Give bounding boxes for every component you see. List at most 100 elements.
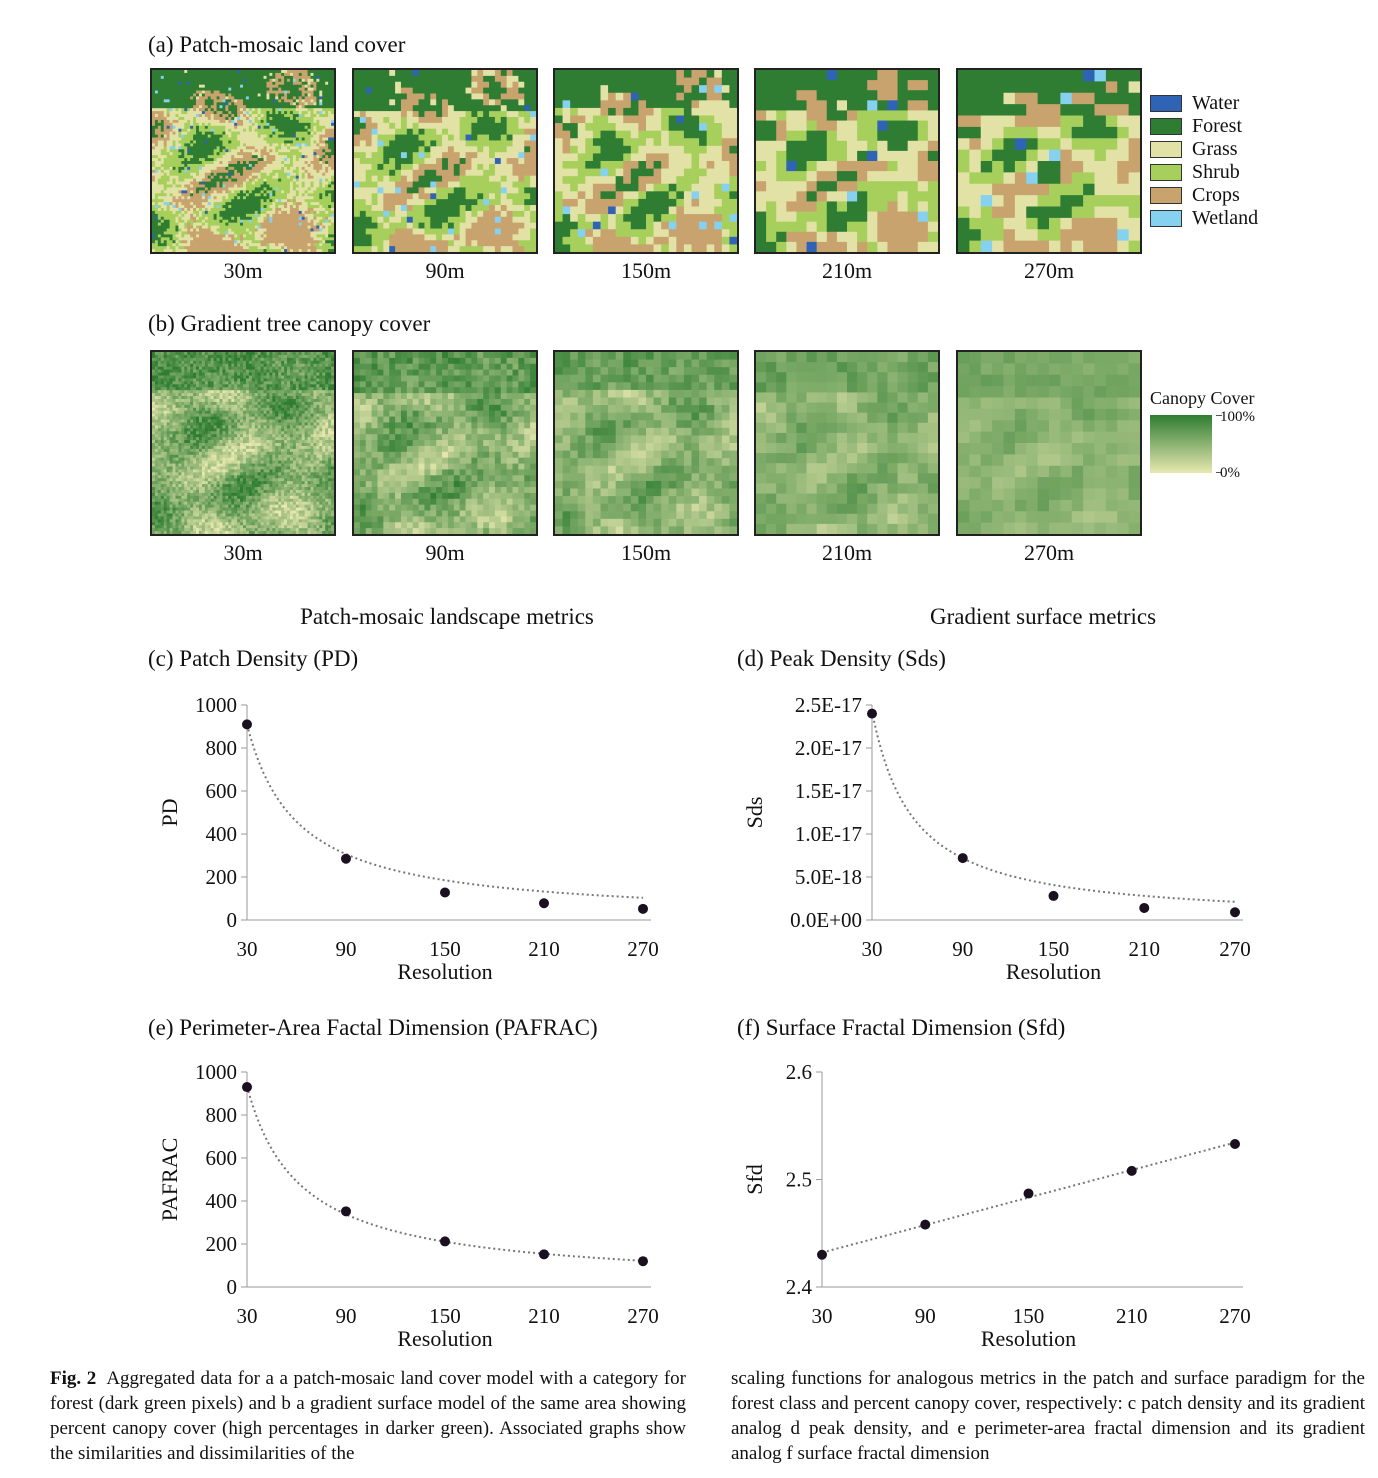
- data-point: [1048, 890, 1059, 901]
- legend-label: Water: [1192, 92, 1240, 114]
- canopy-map-90m: [352, 350, 538, 536]
- y-tick-label: 400: [206, 1189, 238, 1213]
- land-cover-map-30m: [150, 68, 336, 254]
- x-tick-label: 210: [1116, 1304, 1148, 1328]
- x-tick-label: 210: [528, 937, 560, 961]
- legend-item-wetland: Wetland: [1150, 207, 1258, 230]
- x-tick-label: 30: [812, 1304, 833, 1328]
- legend-item-water: Water: [1150, 92, 1258, 115]
- legend-item-shrub: Shrub: [1150, 161, 1258, 184]
- x-tick-label: 150: [429, 937, 461, 961]
- data-point: [242, 1082, 252, 1093]
- y-tick-label: 2.6: [786, 1060, 812, 1084]
- y-tick-label: 2.5E-17: [795, 693, 862, 717]
- trendline: [246, 1086, 644, 1262]
- y-axis-title: PD: [157, 798, 182, 826]
- data-point: [638, 903, 648, 914]
- panel-b-title: (b) Gradient tree canopy cover: [148, 311, 431, 336]
- chart-c-title: (c) Patch Density (PD): [148, 646, 359, 671]
- trendline: [821, 1141, 1236, 1254]
- y-axis-title: PAFRAC: [157, 1138, 182, 1222]
- x-tick-label: 30: [237, 1304, 258, 1328]
- y-tick-label: 1.0E-17: [795, 822, 862, 846]
- land-cover-legend: Water Forest Grass Shrub Crops Wetland: [1150, 92, 1258, 230]
- land-cover-res-label: 210m: [821, 258, 873, 283]
- x-tick-label: 270: [627, 1304, 659, 1328]
- x-tick-label: 90: [915, 1304, 936, 1328]
- data-point: [1230, 1139, 1240, 1150]
- data-point: [539, 1249, 549, 1260]
- y-tick-label: 600: [206, 779, 238, 803]
- y-tick-label: 800: [206, 736, 238, 760]
- data-point: [539, 898, 549, 909]
- data-point: [242, 719, 252, 730]
- caption-left-text: Aggregated data for a a patch-mosaic lan…: [50, 1368, 687, 1464]
- legend-label: Shrub: [1192, 161, 1240, 183]
- x-tick-label: 30: [237, 937, 258, 961]
- legend-swatch: [1150, 141, 1182, 158]
- y-tick-label: 2.0E-17: [795, 736, 862, 760]
- data-point: [817, 1249, 827, 1260]
- y-tick-label: 0: [227, 1275, 238, 1299]
- land-cover-map-270m: [956, 68, 1142, 254]
- data-point: [867, 708, 877, 719]
- canopy-res-label: 270m: [1023, 540, 1075, 565]
- y-tick-label: 0.0E+00: [790, 908, 862, 932]
- y-tick-label: 1.5E-17: [795, 779, 862, 803]
- canopy-res-label: 90m: [425, 540, 465, 565]
- land-cover-res-label: 150m: [620, 258, 672, 283]
- y-tick-label: 2.4: [786, 1275, 813, 1299]
- canopy-res-label: 150m: [620, 540, 672, 565]
- legend-item-grass: Grass: [1150, 138, 1258, 161]
- legend-swatch: [1150, 118, 1182, 135]
- data-point: [440, 887, 450, 898]
- legend-item-crops: Crops: [1150, 184, 1258, 207]
- x-tick-label: 210: [528, 1304, 560, 1328]
- x-tick-label: 90: [952, 937, 973, 961]
- x-tick-label: 150: [1038, 937, 1070, 961]
- canopy-low-label: 0%: [1220, 465, 1240, 481]
- legend-swatch: [1150, 164, 1182, 181]
- land-cover-res-label: 90m: [425, 258, 465, 283]
- canopy-legend: Canopy Cover 100% 0%: [1150, 388, 1350, 481]
- land-cover-res-label: 270m: [1023, 258, 1075, 283]
- data-point: [440, 1236, 450, 1247]
- y-tick-label: 1000: [195, 1060, 237, 1084]
- x-tick-label: 270: [1219, 937, 1251, 961]
- x-tick-label: 270: [1219, 1304, 1251, 1328]
- trendline: [871, 710, 1236, 903]
- data-point: [1139, 902, 1150, 913]
- legend-label: Forest: [1192, 115, 1242, 137]
- y-tick-label: 0: [227, 908, 238, 932]
- legend-label: Wetland: [1192, 207, 1259, 229]
- patch-metrics-heading: Patch-mosaic landscape metrics: [300, 604, 594, 629]
- data-point: [1126, 1165, 1137, 1176]
- chart-f-title: (f) Surface Fractal Dimension (Sfd): [737, 1015, 1066, 1040]
- x-tick-label: 150: [429, 1304, 461, 1328]
- x-tick-label: 210: [1129, 937, 1161, 961]
- canopy-map-150m: [553, 350, 739, 536]
- land-cover-res-label: 30m: [223, 258, 263, 283]
- legend-swatch: [1150, 95, 1182, 112]
- canopy-legend-title: Canopy Cover: [1150, 388, 1255, 408]
- data-point: [1023, 1188, 1034, 1199]
- data-point: [1230, 907, 1240, 918]
- canopy-res-label: 210m: [821, 540, 873, 565]
- caption-right: scaling functions for analogous metrics …: [731, 1368, 1365, 1464]
- x-tick-label: 30: [862, 937, 883, 961]
- x-tick-label: 150: [1013, 1304, 1045, 1328]
- canopy-map-210m: [754, 350, 940, 536]
- y-tick-label: 400: [206, 822, 238, 846]
- canopy-map-30m: [150, 350, 336, 536]
- y-tick-label: 5.0E-18: [795, 865, 862, 889]
- data-point: [920, 1219, 931, 1230]
- legend-label: Crops: [1192, 184, 1240, 206]
- land-cover-map-90m: [352, 68, 538, 254]
- data-point: [341, 1206, 351, 1217]
- caption-left: Fig. 2 Aggregated data for a a patch-mos…: [50, 1366, 686, 1466]
- x-tick-label: 90: [336, 1304, 357, 1328]
- x-axis-title: Resolution: [1006, 959, 1101, 984]
- y-tick-label: 200: [206, 1232, 238, 1256]
- y-tick-label: 1000: [195, 693, 237, 717]
